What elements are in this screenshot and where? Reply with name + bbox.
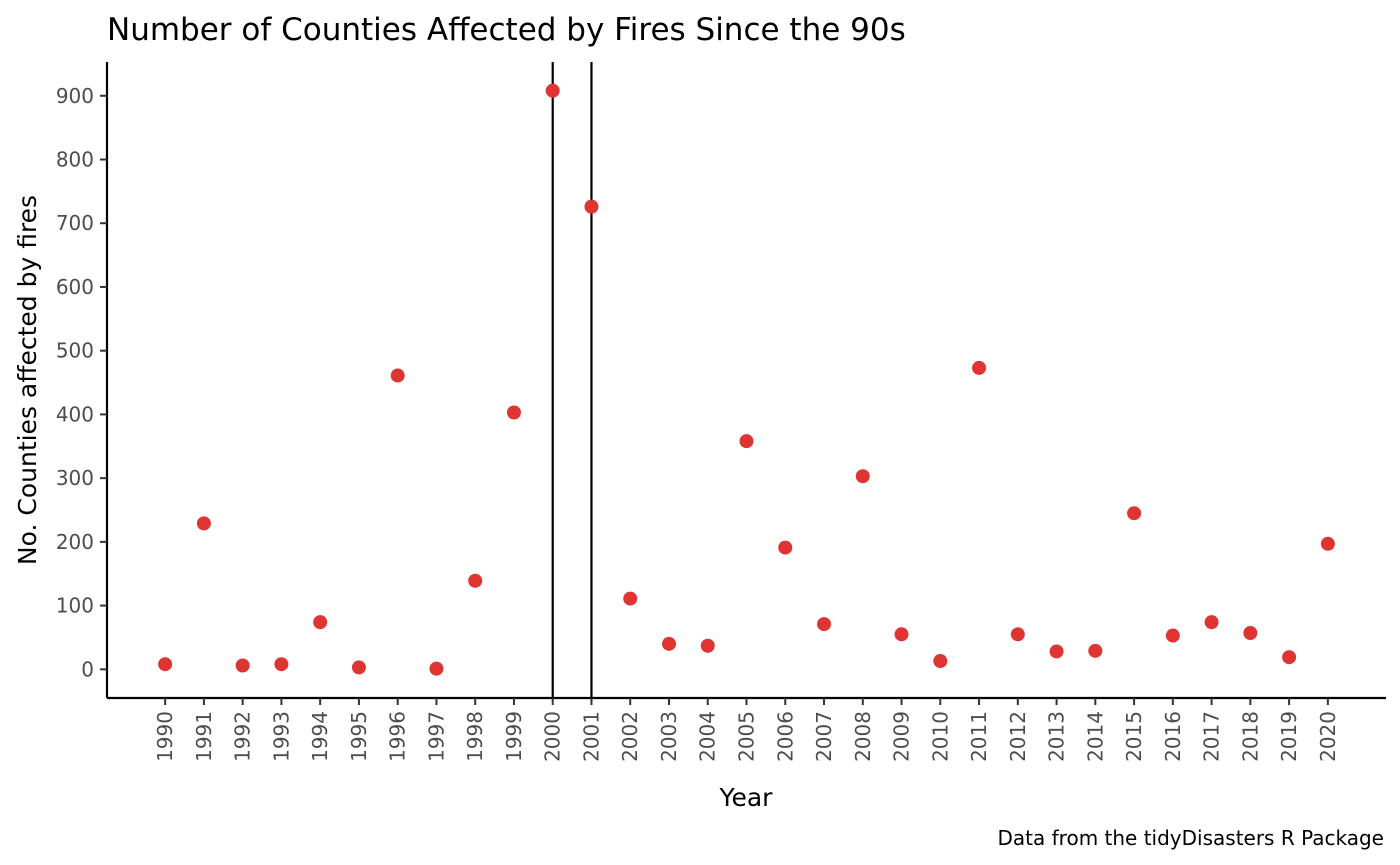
x-tick-label: 1997 xyxy=(424,711,448,762)
data-point-2019 xyxy=(1282,650,1297,665)
x-tick-label: 2002 xyxy=(618,711,642,762)
data-point-2014 xyxy=(1088,643,1103,658)
x-tick-label: 1991 xyxy=(192,711,216,762)
x-tick-label: 2005 xyxy=(735,711,759,762)
x-tick-label: 2006 xyxy=(773,711,797,762)
x-tick-label: 2013 xyxy=(1045,711,1069,762)
y-tick-label: 600 xyxy=(56,275,94,299)
data-points xyxy=(158,83,1335,676)
data-point-2018 xyxy=(1243,625,1258,640)
x-tick-label: 1992 xyxy=(231,711,255,762)
y-axis-title: No. Counties affected by fires xyxy=(13,195,42,565)
y-tick-label: 900 xyxy=(56,84,94,108)
data-point-2006 xyxy=(778,540,793,555)
y-tick-label: 300 xyxy=(56,466,94,490)
data-point-1997 xyxy=(429,661,444,676)
y-tick-label: 400 xyxy=(56,402,94,426)
y-tick-label: 0 xyxy=(81,657,94,681)
data-point-2011 xyxy=(972,360,987,375)
data-point-2005 xyxy=(739,434,754,449)
data-point-2003 xyxy=(661,636,676,651)
data-point-2012 xyxy=(1010,627,1025,642)
y-tick-label: 700 xyxy=(56,211,94,235)
y-tick-label: 500 xyxy=(56,339,94,363)
x-tick-label: 2004 xyxy=(696,711,720,762)
data-point-2000 xyxy=(545,83,560,98)
data-point-1995 xyxy=(351,660,366,675)
data-point-1993 xyxy=(274,657,289,672)
x-tick-label: 2012 xyxy=(1006,711,1030,762)
data-point-1992 xyxy=(235,658,250,673)
x-axis-title: Year xyxy=(719,783,774,812)
x-tick-label: 1994 xyxy=(308,711,332,762)
reference-lines xyxy=(551,62,593,698)
y-axis-ticks: 0 100 200 300 400 500 600 700 800 900 xyxy=(56,84,107,681)
x-tick-label: 2015 xyxy=(1122,711,1146,762)
chart-title: Number of Counties Affected by Fires Sin… xyxy=(107,12,906,48)
x-tick-label: 2020 xyxy=(1316,711,1340,762)
data-point-2015 xyxy=(1127,506,1142,521)
x-tick-label: 2000 xyxy=(541,711,565,762)
data-point-1996 xyxy=(390,368,405,383)
x-tick-label: 2011 xyxy=(967,711,991,762)
x-tick-label: 1990 xyxy=(153,711,177,762)
data-point-2017 xyxy=(1204,615,1219,630)
data-point-2016 xyxy=(1165,628,1180,643)
data-point-1998 xyxy=(468,573,483,588)
x-tick-label: 2010 xyxy=(928,711,952,762)
x-tick-label: 2016 xyxy=(1161,711,1185,762)
x-tick-label: 2018 xyxy=(1238,711,1262,762)
chart-caption: Data from the tidyDisasters R Package xyxy=(998,826,1384,850)
x-tick-label: 1995 xyxy=(347,711,371,762)
data-point-2007 xyxy=(817,617,832,632)
data-point-2001 xyxy=(584,199,599,214)
y-tick-label: 100 xyxy=(56,594,94,618)
x-tick-label: 2017 xyxy=(1200,711,1224,762)
x-tick-label: 1993 xyxy=(269,711,293,762)
data-point-2004 xyxy=(700,638,715,653)
y-tick-label: 200 xyxy=(56,530,94,554)
y-tick-label: 800 xyxy=(56,148,94,172)
x-tick-label: 1998 xyxy=(463,711,487,762)
data-point-2010 xyxy=(933,654,948,669)
data-point-2009 xyxy=(894,627,909,642)
x-tick-label: 2014 xyxy=(1083,711,1107,762)
x-tick-label: 2003 xyxy=(657,711,681,762)
x-tick-label: 2019 xyxy=(1277,711,1301,762)
data-point-1994 xyxy=(313,615,328,630)
x-tick-label: 1999 xyxy=(502,711,526,762)
x-axis-ticks: 1990 1991 1992 1993 1994 1995 1996 1997 1998 1999… xyxy=(153,698,1340,762)
data-point-2008 xyxy=(855,469,870,484)
x-tick-label: 2008 xyxy=(851,711,875,762)
x-tick-label: 1996 xyxy=(386,711,410,762)
data-point-1991 xyxy=(196,516,211,531)
data-point-2013 xyxy=(1049,644,1064,659)
x-tick-label: 2009 xyxy=(890,711,914,762)
x-tick-label: 2007 xyxy=(812,711,836,762)
data-point-1990 xyxy=(158,657,173,672)
data-point-1999 xyxy=(506,405,521,420)
data-point-2002 xyxy=(623,591,638,606)
data-point-2020 xyxy=(1320,536,1335,551)
x-tick-label: 2001 xyxy=(579,711,603,762)
